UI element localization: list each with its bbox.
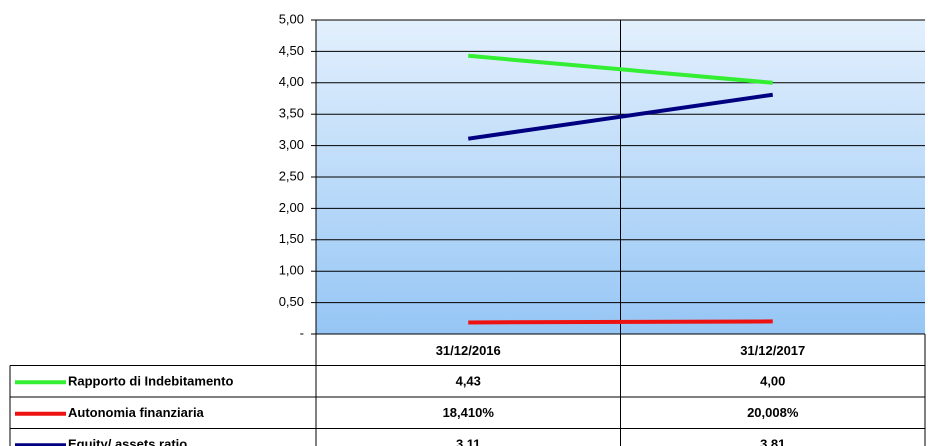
series-line bbox=[468, 319, 773, 325]
data-label: 20,008% bbox=[747, 405, 799, 420]
legend-label: Autonomia finanziaria bbox=[68, 405, 205, 420]
y-tick-label: 1,50 bbox=[279, 231, 304, 246]
data-label: 3,81 bbox=[760, 437, 785, 446]
legend-label: Equity/ assets ratio bbox=[68, 437, 187, 446]
data-label: 18,410% bbox=[443, 405, 495, 420]
y-tick-label: 5,00 bbox=[279, 11, 304, 26]
x-tick-label: 31/12/2017 bbox=[740, 343, 805, 358]
y-tick-label: 3,50 bbox=[279, 106, 304, 121]
data-label: 3,11 bbox=[456, 437, 481, 446]
x-tick-label: 31/12/2016 bbox=[436, 343, 501, 358]
y-tick-label: 2,00 bbox=[279, 200, 304, 215]
y-tick-label: - bbox=[300, 325, 304, 340]
data-label: 4,43 bbox=[456, 374, 481, 389]
series-line bbox=[467, 92, 774, 141]
legend-label: Rapporto di Indebitamento bbox=[68, 374, 233, 389]
y-tick-label: 1,00 bbox=[279, 263, 304, 278]
series-line bbox=[468, 53, 773, 85]
y-tick-label: 4,00 bbox=[279, 74, 304, 89]
y-tick-label: 4,50 bbox=[279, 43, 304, 58]
y-tick-label: 0,50 bbox=[279, 294, 304, 309]
y-tick-label: 2,50 bbox=[279, 168, 304, 183]
y-tick-label: 3,00 bbox=[279, 137, 304, 152]
data-label: 4,00 bbox=[760, 374, 785, 389]
